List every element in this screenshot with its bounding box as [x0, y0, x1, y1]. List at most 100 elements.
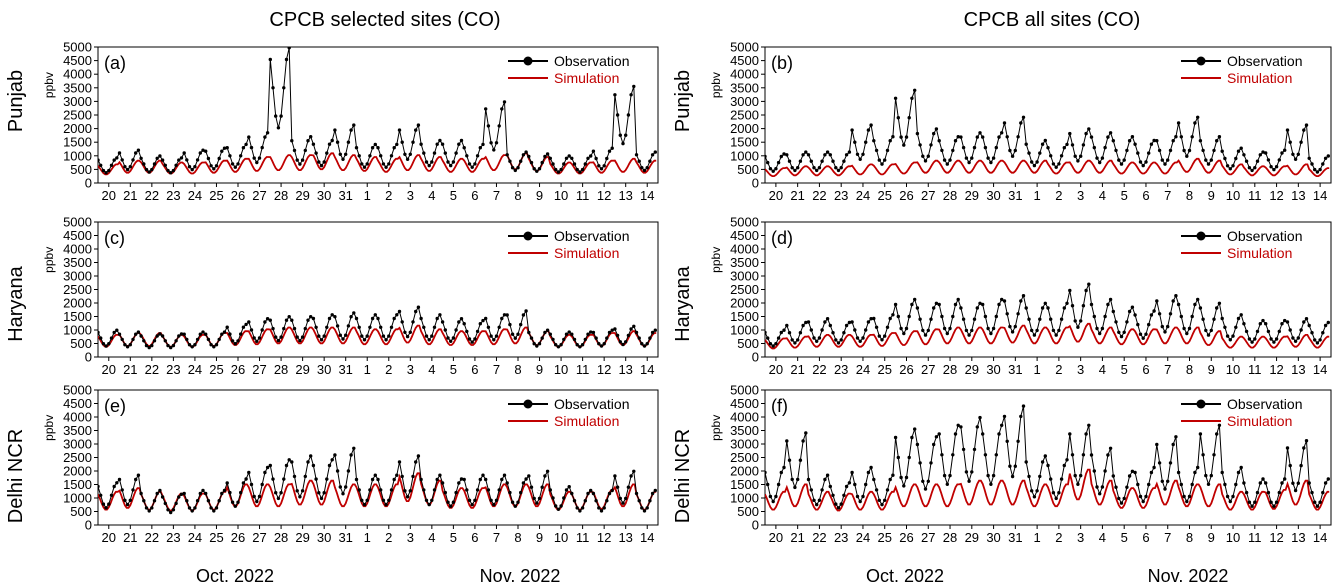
y-tick-label: 3500	[730, 255, 759, 270]
observation-point	[986, 156, 990, 160]
observation-point	[1323, 323, 1328, 328]
y-axis-label: ppbv	[42, 72, 56, 98]
observation-point	[991, 473, 996, 478]
observation-point	[475, 488, 480, 492]
row-label-haryana-r: Haryana	[672, 265, 694, 341]
x-tick-label: 6	[1142, 188, 1149, 203]
x-tick-label: 12	[597, 188, 611, 203]
observation-point	[1130, 469, 1135, 473]
observation-point	[206, 156, 211, 161]
observation-point	[1209, 158, 1214, 162]
observation-point	[306, 318, 310, 322]
observation-point	[831, 159, 835, 163]
y-tick-label: 2000	[63, 296, 92, 311]
observation-point	[1280, 151, 1284, 155]
observation-point	[158, 488, 162, 493]
observation-point	[817, 166, 822, 170]
observation-point	[907, 116, 911, 120]
observation-point	[1111, 474, 1116, 478]
observation-point	[836, 341, 841, 345]
observation-point	[373, 473, 377, 477]
observation-point	[842, 331, 846, 335]
observation-point	[570, 156, 574, 160]
y-tick-label: 0	[752, 518, 759, 533]
observation-point	[271, 326, 275, 331]
observation-point	[589, 330, 593, 334]
y-tick-label: 500	[70, 336, 92, 351]
x-tick-label: 20	[102, 188, 116, 203]
observation-point	[648, 336, 652, 340]
observation-point	[327, 316, 332, 321]
observation-point	[228, 490, 232, 495]
observation-point	[1100, 156, 1105, 160]
observation-point	[459, 317, 464, 321]
observation-point	[505, 153, 509, 157]
observation-point	[1136, 322, 1140, 327]
observation-point	[185, 158, 189, 162]
observation-point	[497, 488, 501, 492]
observation-point	[295, 489, 299, 493]
observation-point	[796, 338, 800, 342]
observation-point	[241, 325, 246, 329]
x-tick-label: 23	[834, 362, 848, 377]
observation-point	[136, 330, 141, 334]
observation-point	[279, 491, 283, 495]
observation-point	[1277, 490, 1282, 495]
observation-point	[1258, 322, 1263, 326]
observation-point	[411, 320, 415, 324]
observation-point	[147, 509, 151, 513]
panel-d: 0500100015002000250030003500400045005000…	[709, 215, 1332, 377]
x-tick-label: 21	[790, 362, 804, 377]
observation-point	[373, 313, 377, 317]
observation-point	[1296, 481, 1301, 485]
observation-point	[185, 499, 189, 503]
observation-point	[492, 502, 496, 507]
observation-point	[1076, 482, 1080, 486]
legend-simulation-label: Simulation	[1227, 70, 1292, 86]
observation-point	[1261, 477, 1265, 481]
observation-point	[1174, 135, 1178, 139]
x-tick-label: 26	[899, 530, 913, 545]
observation-point	[891, 135, 895, 139]
legend-observation-label: Observation	[1227, 53, 1302, 69]
observation-point	[567, 485, 571, 489]
observation-point	[150, 343, 154, 348]
observation-point	[981, 302, 985, 307]
observation-point	[265, 465, 270, 470]
observation-point	[252, 156, 256, 160]
observation-point	[796, 477, 800, 482]
observation-point	[578, 345, 582, 349]
observation-point	[877, 334, 881, 338]
x-tick-label: 31	[1008, 362, 1022, 377]
observation-point	[1095, 485, 1099, 489]
observation-point	[953, 139, 958, 143]
observation-point	[214, 506, 219, 510]
observation-point	[257, 494, 262, 499]
observation-point	[330, 458, 334, 462]
observation-point	[893, 302, 898, 307]
observation-point	[806, 153, 811, 157]
observation-point	[972, 447, 977, 452]
observation-point	[500, 477, 504, 482]
observation-point	[427, 163, 431, 168]
observation-point	[823, 153, 827, 157]
observation-point	[475, 154, 480, 158]
observation-point	[1196, 115, 1200, 120]
observation-point	[427, 502, 431, 507]
observation-point	[610, 488, 614, 493]
y-tick-label: 3500	[63, 255, 92, 270]
x-tick-label: 30	[317, 530, 331, 545]
observation-point	[405, 334, 410, 339]
observation-point	[605, 336, 609, 340]
observation-point	[198, 332, 202, 336]
observation-point	[1166, 479, 1170, 483]
observation-point	[276, 126, 281, 130]
observation-point	[465, 488, 469, 492]
x-tick-label: 1	[364, 188, 371, 203]
observation-point	[125, 502, 130, 507]
y-tick-label: 0	[85, 518, 92, 533]
observation-point	[1095, 156, 1099, 160]
observation-point	[1277, 158, 1282, 162]
observation-point	[370, 477, 375, 482]
observation-point	[1288, 140, 1292, 144]
